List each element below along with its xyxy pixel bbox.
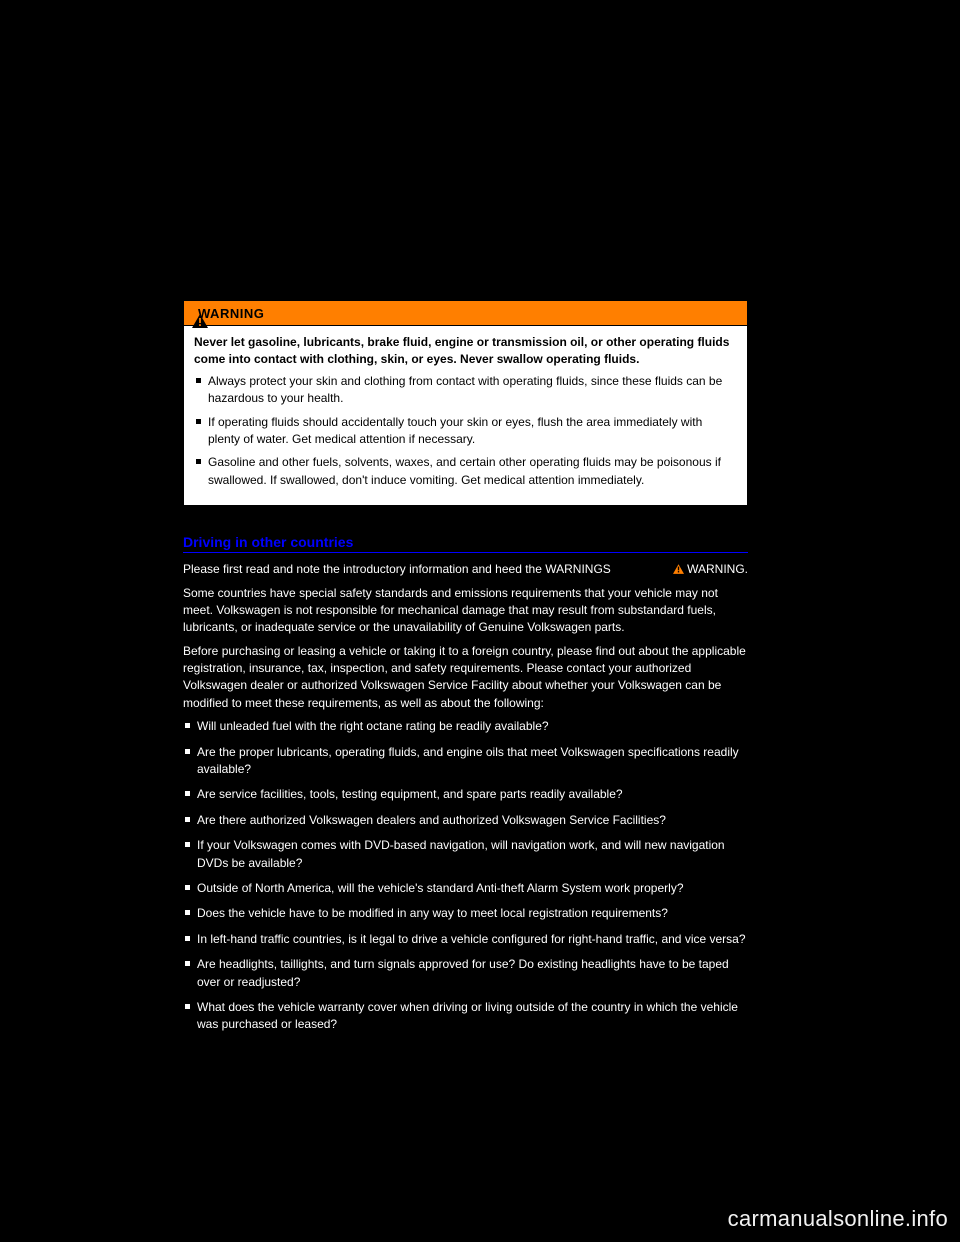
- list-item: What does the vehicle warranty cover whe…: [183, 999, 748, 1034]
- list-item: Will unleaded fuel with the right octane…: [183, 718, 748, 735]
- warning-header: WARNING: [183, 300, 748, 326]
- warning-bullet: Gasoline and other fuels, solvents, waxe…: [194, 454, 737, 489]
- section-paragraph: Before purchasing or leasing a vehicle o…: [183, 643, 748, 713]
- section-heading: Driving in other countries: [183, 534, 748, 553]
- warning-bullet-list: Always protect your skin and clothing fr…: [194, 373, 737, 489]
- warning-lead: Never let gasoline, lubricants, brake fl…: [194, 334, 737, 369]
- section-paragraph: Some countries have special safety stand…: [183, 585, 748, 637]
- warning-bullet: Always protect your skin and clothing fr…: [194, 373, 737, 408]
- list-item: Are headlights, taillights, and turn sig…: [183, 956, 748, 991]
- list-item: Are there authorized Volkswagen dealers …: [183, 812, 748, 829]
- warning-body: Never let gasoline, lubricants, brake fl…: [183, 326, 748, 506]
- manual-page: WARNING Never let gasoline, lubricants, …: [183, 300, 748, 1042]
- list-item: Are service facilities, tools, testing e…: [183, 786, 748, 803]
- list-item: Are the proper lubricants, operating flu…: [183, 744, 748, 779]
- list-item: If your Volkswagen comes with DVD-based …: [183, 837, 748, 872]
- list-item: Does the vehicle have to be modified in …: [183, 905, 748, 922]
- warning-bullet: If operating fluids should accidentally …: [194, 414, 737, 449]
- list-item: In left-hand traffic countries, is it le…: [183, 931, 748, 948]
- list-item: Outside of North America, will the vehic…: [183, 880, 748, 897]
- warning-label: WARNING: [198, 306, 264, 321]
- warning-triangle-icon: [673, 562, 687, 576]
- section-intro: Please first read and note the introduct…: [183, 561, 748, 578]
- watermark: carmanualsonline.info: [728, 1206, 948, 1232]
- section-bullet-list: Will unleaded fuel with the right octane…: [183, 718, 748, 1033]
- intro-right-text: WARNING.: [687, 562, 748, 576]
- intro-text: Please first read and note the introduct…: [183, 561, 665, 578]
- intro-right: WARNING.: [665, 561, 748, 578]
